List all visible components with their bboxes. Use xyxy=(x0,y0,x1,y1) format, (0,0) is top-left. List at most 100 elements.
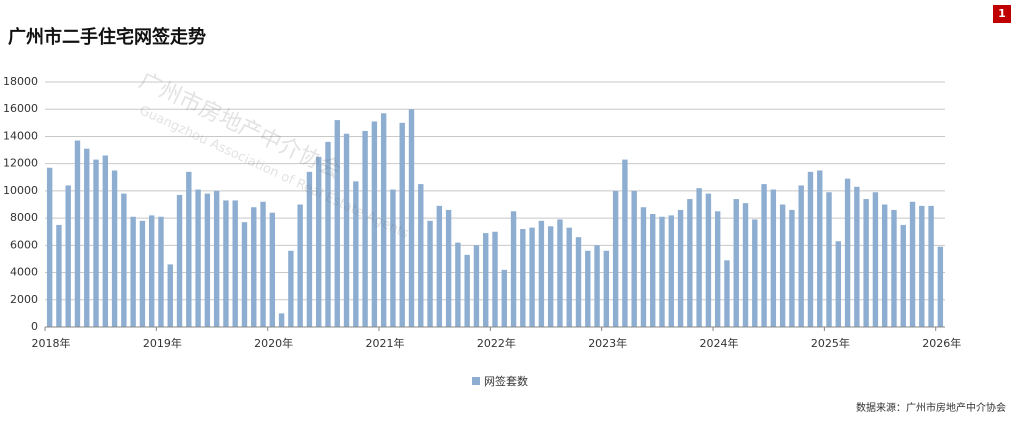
bar xyxy=(111,170,118,327)
bar xyxy=(455,242,461,327)
bar xyxy=(371,121,378,327)
bar xyxy=(807,171,814,327)
bar xyxy=(659,216,665,327)
bar xyxy=(585,250,591,327)
bar xyxy=(566,227,572,327)
y-tick-label: 4000 xyxy=(10,266,38,279)
bar xyxy=(269,212,276,327)
x-tick-label: 2024年 xyxy=(700,336,739,350)
y-tick-label: 16000 xyxy=(3,102,38,115)
bar xyxy=(854,186,860,327)
x-tick-label: 2020年 xyxy=(254,336,293,350)
bar xyxy=(770,189,777,327)
bar xyxy=(928,205,934,327)
y-tick-label: 18000 xyxy=(3,75,38,88)
x-tick-label: 2025年 xyxy=(811,336,850,350)
x-tick-label: 2018年 xyxy=(32,336,71,350)
chart-title: 广州市二手住宅网签走势 xyxy=(8,26,206,48)
bar xyxy=(195,189,201,327)
legend-swatch xyxy=(472,377,480,385)
bar xyxy=(603,250,610,327)
bar xyxy=(668,215,674,327)
bar xyxy=(547,226,554,327)
bar xyxy=(538,220,545,327)
bar xyxy=(121,193,127,327)
bar xyxy=(65,185,71,327)
bar xyxy=(919,205,925,327)
bar xyxy=(622,159,628,327)
bar xyxy=(631,190,637,327)
bar xyxy=(510,211,517,327)
y-tick-label: 6000 xyxy=(10,238,38,251)
bar xyxy=(445,209,452,327)
bar xyxy=(251,207,257,327)
bar xyxy=(186,171,192,327)
y-tick-label: 14000 xyxy=(3,129,38,142)
bar xyxy=(149,215,155,327)
bar xyxy=(380,113,387,327)
bar xyxy=(362,131,368,327)
y-tick-label: 12000 xyxy=(3,157,38,170)
legend-label: 网签套数 xyxy=(484,374,528,388)
bar xyxy=(84,148,90,327)
bar xyxy=(399,122,405,327)
y-tick-label: 0 xyxy=(31,320,38,333)
bar xyxy=(204,193,211,327)
bar xyxy=(612,190,619,327)
bar xyxy=(752,219,758,327)
x-tick-label: 2023年 xyxy=(588,336,627,350)
bar xyxy=(724,260,730,327)
bar xyxy=(223,200,229,327)
bar xyxy=(74,140,81,327)
bar xyxy=(789,209,795,327)
bar xyxy=(733,199,739,327)
bar xyxy=(761,184,767,327)
y-tick-label: 2000 xyxy=(10,293,38,306)
bar xyxy=(297,204,303,327)
bar xyxy=(705,193,712,327)
bar xyxy=(343,133,350,327)
bar xyxy=(529,227,535,327)
bar xyxy=(278,313,285,327)
bar xyxy=(826,192,832,327)
bar xyxy=(241,222,248,327)
bar xyxy=(937,246,944,327)
bar xyxy=(520,229,526,327)
bar xyxy=(557,219,563,327)
bar xyxy=(594,245,600,327)
y-tick-label: 8000 xyxy=(10,211,38,224)
bar xyxy=(418,184,424,327)
x-tick-label: 2019年 xyxy=(143,336,182,350)
bar xyxy=(260,201,266,327)
bar xyxy=(863,199,869,327)
bar xyxy=(575,237,582,327)
badge-box xyxy=(993,5,1011,23)
bar xyxy=(325,141,331,327)
bar xyxy=(427,220,433,327)
bar xyxy=(817,170,823,327)
bar xyxy=(881,204,888,327)
bar xyxy=(436,205,443,327)
bar xyxy=(176,194,183,327)
bar xyxy=(891,209,897,327)
bar xyxy=(473,245,480,327)
bar xyxy=(687,199,693,327)
bar xyxy=(900,224,906,327)
bar xyxy=(501,269,507,327)
bar xyxy=(835,241,841,327)
bar xyxy=(158,216,164,327)
bar xyxy=(334,120,340,327)
bar xyxy=(130,216,136,327)
bar xyxy=(408,109,415,327)
x-tick-label: 2026年 xyxy=(922,336,961,350)
bar xyxy=(316,156,322,327)
bar xyxy=(909,201,916,327)
badge: 1 xyxy=(998,7,1006,20)
bar xyxy=(353,181,359,327)
bar xyxy=(483,233,489,327)
bar xyxy=(872,192,879,327)
bar xyxy=(798,185,804,327)
bar xyxy=(167,264,173,327)
bar xyxy=(742,203,749,327)
